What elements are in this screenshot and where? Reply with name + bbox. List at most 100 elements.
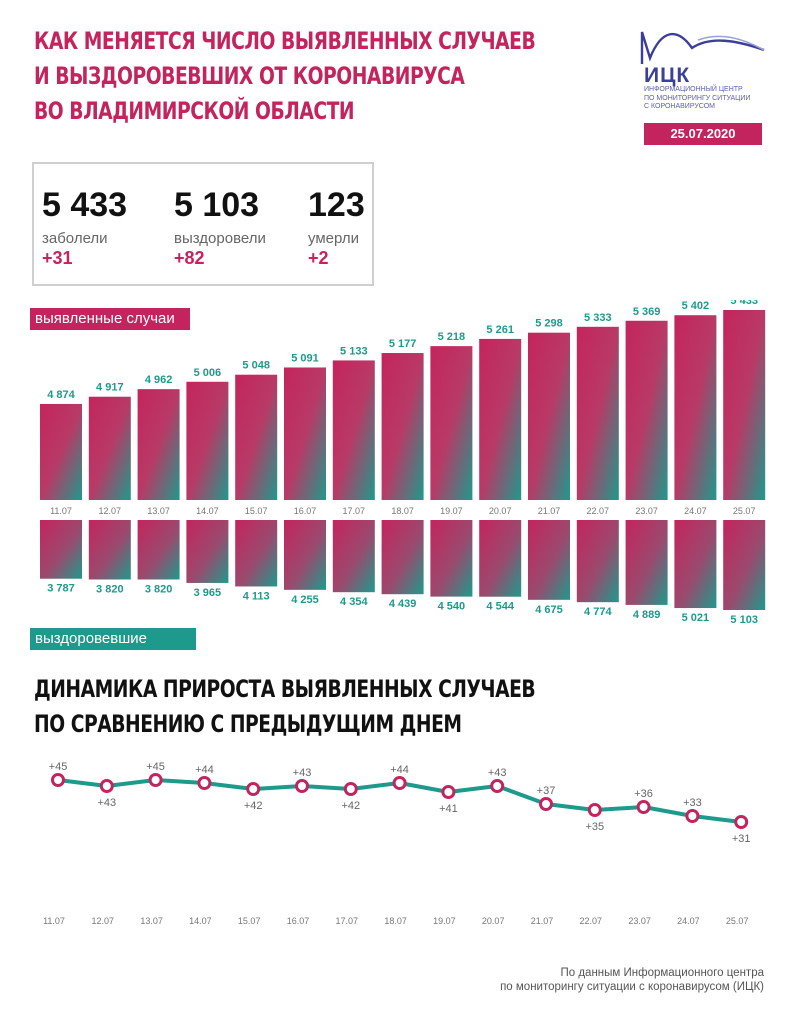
increase-value-label: +37 <box>537 785 556 797</box>
recovered-bar <box>137 520 180 580</box>
increase-value-label: +33 <box>683 797 702 809</box>
increase-value-label: +35 <box>585 821 604 833</box>
cases-bar <box>40 403 82 500</box>
date-tick-label: 23.07 <box>628 916 651 926</box>
stat-cases-label: заболели <box>42 230 108 247</box>
cases-value-label: 5 006 <box>194 367 222 379</box>
title-line-1: КАК МЕНЯЕТСЯ ЧИСЛО ВЫЯВЛЕННЫХ СЛУЧАЕВ <box>34 27 536 55</box>
recovered-value-label: 4 544 <box>486 601 514 613</box>
line-chart-title-line-2: ПО СРАВНЕНИЮ С ПРЕДЫДУЩИМ ДНЕМ <box>34 710 462 738</box>
stat-cases-value: 5 433 <box>42 186 128 224</box>
recovered-value-label: 5 021 <box>682 612 710 624</box>
cases-bar <box>674 315 717 500</box>
cases-bar <box>137 389 180 500</box>
stat-recovered-value: 5 103 <box>174 186 260 224</box>
increase-value-label: +44 <box>195 764 214 776</box>
increase-point <box>539 797 553 811</box>
increase-value-label: +45 <box>49 761 68 773</box>
recovered-value-label: 3 820 <box>145 583 173 595</box>
recovered-bar <box>332 520 375 593</box>
footer-line-2: по мониторингу ситуации с коронавирусом … <box>500 981 764 993</box>
cases-value-label: 4 874 <box>47 389 75 401</box>
recovered-value-label: 4 774 <box>584 606 612 618</box>
cases-bar <box>576 326 619 500</box>
date-tick-label: 22.07 <box>580 916 603 926</box>
cases-value-label: 4 917 <box>96 382 124 394</box>
cases-value-label: 5 402 <box>682 300 710 312</box>
date-tick-label: 24.07 <box>684 506 707 516</box>
increase-point <box>587 803 602 817</box>
increase-point <box>636 800 651 814</box>
recovered-bar <box>625 520 668 605</box>
recovered-bar <box>576 520 619 603</box>
recovered-bar <box>88 520 131 580</box>
recovered-bar <box>674 520 717 609</box>
stat-cases: 5 433 заболели +31 <box>42 186 127 269</box>
recovered-value-label: 4 889 <box>633 609 661 621</box>
increase-value-label: +45 <box>146 761 165 773</box>
recovered-bar <box>381 520 424 595</box>
date-tick-label: 11.07 <box>43 916 65 926</box>
date-tick-label: 23.07 <box>635 506 658 516</box>
increase-point <box>490 779 505 793</box>
page-title: КАК МЕНЯЕТСЯ ЧИСЛО ВЫЯВЛЕННЫХ СЛУЧАЕВ И … <box>34 24 536 129</box>
recovered-value-label: 4 540 <box>438 601 466 613</box>
increase-point <box>734 815 749 829</box>
recovered-value-label: 4 439 <box>389 598 417 610</box>
source-footer: По данным Информационного центра по мони… <box>500 966 764 994</box>
cases-bar <box>625 320 668 500</box>
stat-deaths-delta: +2 <box>308 248 329 268</box>
cases-value-label: 5 333 <box>584 312 612 324</box>
cases-bar <box>528 332 570 500</box>
icc-logo: ИЦК ИНФОРМАЦИОННЫЙ ЦЕНТР ПО МОНИТОРИНГУ … <box>640 28 770 110</box>
recovered-bar <box>528 520 570 600</box>
increase-value-label: +31 <box>732 833 751 845</box>
stat-recovered: 5 103 выздоровели +82 <box>174 186 266 269</box>
increase-value-label: +41 <box>439 803 458 815</box>
date-tick-label: 13.07 <box>147 506 170 516</box>
logo-subtitle-line-2: ПО МОНИТОРИНГУ СИТУАЦИИ <box>644 94 751 102</box>
cases-section-label: выявленные случаи <box>30 308 190 330</box>
logo-name: ИЦК <box>644 64 691 87</box>
date-tick-label: 20.07 <box>482 916 505 926</box>
increase-point <box>99 779 114 793</box>
date-tick-label: 13.07 <box>140 916 163 926</box>
cases-value-label: 5 433 <box>730 300 758 307</box>
recovered-value-label: 4 354 <box>340 596 368 608</box>
increase-point <box>295 779 309 793</box>
date-tick-label: 22.07 <box>587 506 610 516</box>
date-tick-label: 12.07 <box>92 916 115 926</box>
date-badge: 25.07.2020 <box>644 123 762 145</box>
cases-value-label: 5 298 <box>535 318 563 330</box>
recovered-value-label: 3 820 <box>96 583 124 595</box>
stat-cases-delta: +31 <box>42 248 73 268</box>
date-tick-label: 21.07 <box>531 916 554 926</box>
logo-subtitle-line-1: ИНФОРМАЦИОННЫЙ ЦЕНТР <box>644 86 743 93</box>
date-tick-label: 25.07 <box>726 916 749 926</box>
increase-value-label: +44 <box>390 764 409 776</box>
date-tick-label: 20.07 <box>489 506 512 516</box>
cases-recovered-bar-chart: 4 874 11.07 3 787 4 917 12.07 3 820 4 962 13.07… <box>40 300 766 626</box>
summary-box: 5 433 заболели +31 5 103 выздоровели +82… <box>32 162 374 286</box>
recovered-bar <box>723 520 766 610</box>
cases-value-label: 5 218 <box>438 331 466 343</box>
date-tick-label: 11.07 <box>50 506 72 516</box>
increase-value-label: +42 <box>244 800 263 812</box>
increase-value-label: +43 <box>293 767 312 779</box>
increase-value-label: +43 <box>97 797 116 809</box>
recovered-value-label: 4 255 <box>291 594 319 606</box>
cases-value-label: 5 133 <box>340 345 368 357</box>
line-chart-title-line-1: ДИНАМИКА ПРИРОСТА ВЫЯВЛЕННЫХ СЛУЧАЕВ <box>34 675 536 703</box>
recovered-value-label: 5 103 <box>730 614 758 626</box>
recovered-value-label: 3 787 <box>47 583 75 595</box>
date-tick-label: 16.07 <box>287 916 310 926</box>
increase-point <box>197 776 212 790</box>
recovered-value-label: 4 113 <box>243 590 270 602</box>
cases-value-label: 5 261 <box>486 324 514 336</box>
cases-bar <box>381 353 424 500</box>
line-chart-title: ДИНАМИКА ПРИРОСТА ВЫЯВЛЕННЫХ СЛУЧАЕВ ПО … <box>34 672 536 742</box>
cases-value-label: 4 962 <box>145 374 173 386</box>
cases-value-label: 5 369 <box>633 306 661 318</box>
date-tick-label: 21.07 <box>538 506 561 516</box>
date-tick-label: 17.07 <box>343 506 366 516</box>
